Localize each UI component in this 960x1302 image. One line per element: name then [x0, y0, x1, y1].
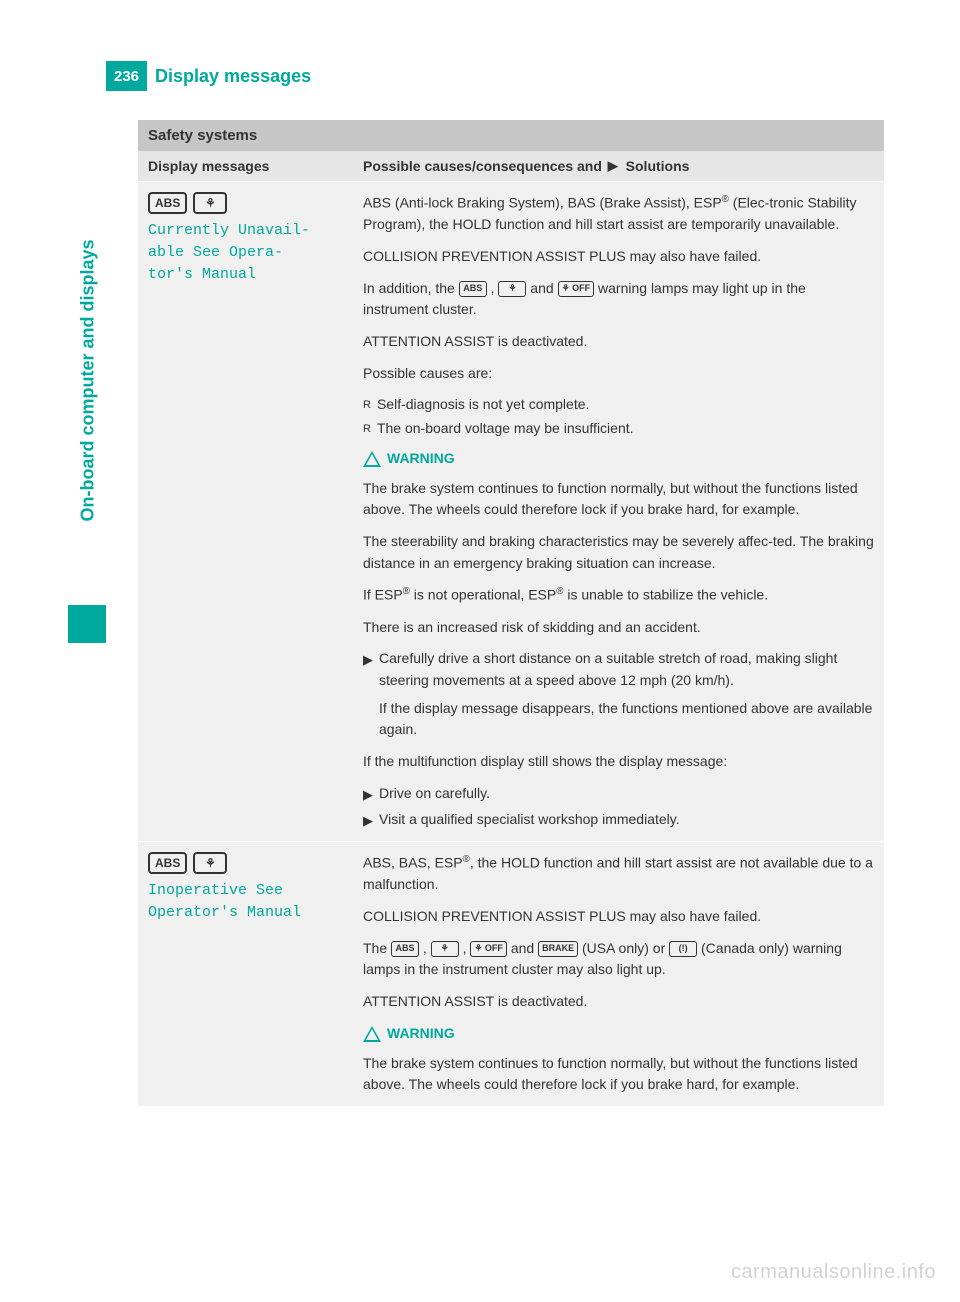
col-header-suffix: Solutions — [626, 158, 690, 174]
abs-icon: ABS — [148, 852, 187, 874]
abs-icon: ABS — [391, 941, 419, 957]
col-header-left: Display messages — [148, 158, 363, 174]
row1-a1p1: Carefully drive a short distance on a su… — [379, 648, 874, 691]
row2-p4: ATTENTION ASSIST is deactivated. — [363, 991, 874, 1013]
row1-p1: ABS (Anti-lock Braking System), BAS (Bra… — [363, 192, 874, 236]
esp-icon: ⚘ — [193, 852, 227, 874]
col-header-prefix: Possible causes/consequences and — [363, 158, 602, 174]
action-marker-icon: ▶ — [363, 650, 373, 747]
content: Safety systems Display messages Possible… — [138, 120, 884, 1106]
esp-off-icon: ⚘ OFF — [470, 941, 507, 957]
row1-right: ABS (Anti-lock Braking System), BAS (Bra… — [363, 192, 874, 831]
table-row: ABS ⚘ Inoperative See Operator's Manual … — [138, 841, 884, 1106]
side-tab: On-board computer and displays — [68, 140, 106, 660]
row1-p3: In addition, the ABS , ⚘ and ⚘ OFF warni… — [363, 278, 874, 321]
page-header: 236 Display messages — [106, 60, 886, 92]
warning-label: WARNING — [387, 1023, 455, 1045]
row1-p2: COLLISION PREVENTION ASSIST PLUS may als… — [363, 246, 874, 268]
row2-w1: The brake system continues to function n… — [363, 1053, 874, 1096]
row1-post1: If the multifunction display still shows… — [363, 751, 874, 773]
abs-icon: ABS — [148, 192, 187, 214]
side-tab-marker — [68, 605, 106, 643]
row1-w4: There is an increased risk of skidding a… — [363, 617, 874, 639]
action-marker-icon: ▶ — [363, 811, 373, 831]
messages-table: Display messages Possible causes/consequ… — [138, 151, 884, 1106]
table-header: Display messages Possible causes/consequ… — [138, 151, 884, 181]
row1-bullet2: The on-board voltage may be insufficient… — [363, 418, 874, 440]
esp-off-icon: ⚘ OFF — [558, 281, 595, 297]
row1-left: ABS ⚘ Currently Unavail‐ able See Opera‐… — [148, 192, 363, 831]
row1-a3: Visit a qualified specialist workshop im… — [379, 811, 680, 827]
brake-canada-icon: (!) — [669, 941, 697, 957]
row1-w2: The steerability and braking characteris… — [363, 531, 874, 574]
row2-p2: COLLISION PREVENTION ASSIST PLUS may als… — [363, 906, 874, 928]
row1-w1: The brake system continues to function n… — [363, 478, 874, 521]
esp-icon: ⚘ — [431, 941, 459, 957]
row2-right: ABS, BAS, ESP®, the HOLD function and hi… — [363, 852, 874, 1096]
warning-triangle-icon — [363, 1026, 381, 1042]
watermark: carmanualsonline.info — [731, 1261, 936, 1284]
esp-icon: ⚘ — [193, 192, 227, 214]
row1-w3: If ESP® is not operational, ESP® is unab… — [363, 584, 874, 606]
row1-p4: ATTENTION ASSIST is deactivated. — [363, 331, 874, 353]
page-title: Display messages — [155, 66, 311, 87]
esp-icon: ⚘ — [498, 281, 526, 297]
col-header-right: Possible causes/consequences and ▶ Solut… — [363, 158, 874, 174]
row1-a1p2: If the display message disappears, the f… — [379, 698, 874, 741]
row1-action1: ▶ Carefully drive a short distance on a … — [363, 648, 874, 747]
warning-label: WARNING — [387, 448, 455, 470]
row1-bullet1: Self-diagnosis is not yet complete. — [363, 394, 874, 416]
row1-action2: ▶ Drive on carefully. — [363, 783, 874, 805]
row1-a2: Drive on carefully. — [379, 785, 490, 801]
row1-action3: ▶ Visit a qualified specialist workshop … — [363, 809, 874, 831]
action-marker-icon: ▶ — [363, 785, 373, 805]
row2-message: Inoperative See Operator's Manual — [148, 880, 353, 924]
row1-p5: Possible causes are: — [363, 363, 874, 385]
table-row: ABS ⚘ Currently Unavail‐ able See Opera‐… — [138, 181, 884, 841]
warning-header: WARNING — [363, 1023, 874, 1045]
brake-icon: BRAKE — [538, 941, 578, 957]
warning-triangle-icon — [363, 451, 381, 467]
warning-header: WARNING — [363, 448, 874, 470]
row2-p3: The ABS , ⚘ , ⚘ OFF and BRAKE (USA only)… — [363, 938, 874, 981]
side-tab-label: On-board computer and displays — [78, 211, 99, 551]
row1-message: Currently Unavail‐ able See Opera‐ tor's… — [148, 220, 353, 285]
abs-icon: ABS — [459, 281, 487, 297]
row2-left: ABS ⚘ Inoperative See Operator's Manual — [148, 852, 363, 1096]
page-number: 236 — [106, 61, 147, 91]
section-title: Safety systems — [138, 120, 884, 151]
row2-p1: ABS, BAS, ESP®, the HOLD function and hi… — [363, 852, 874, 896]
solutions-marker-icon: ▶ — [608, 158, 618, 174]
